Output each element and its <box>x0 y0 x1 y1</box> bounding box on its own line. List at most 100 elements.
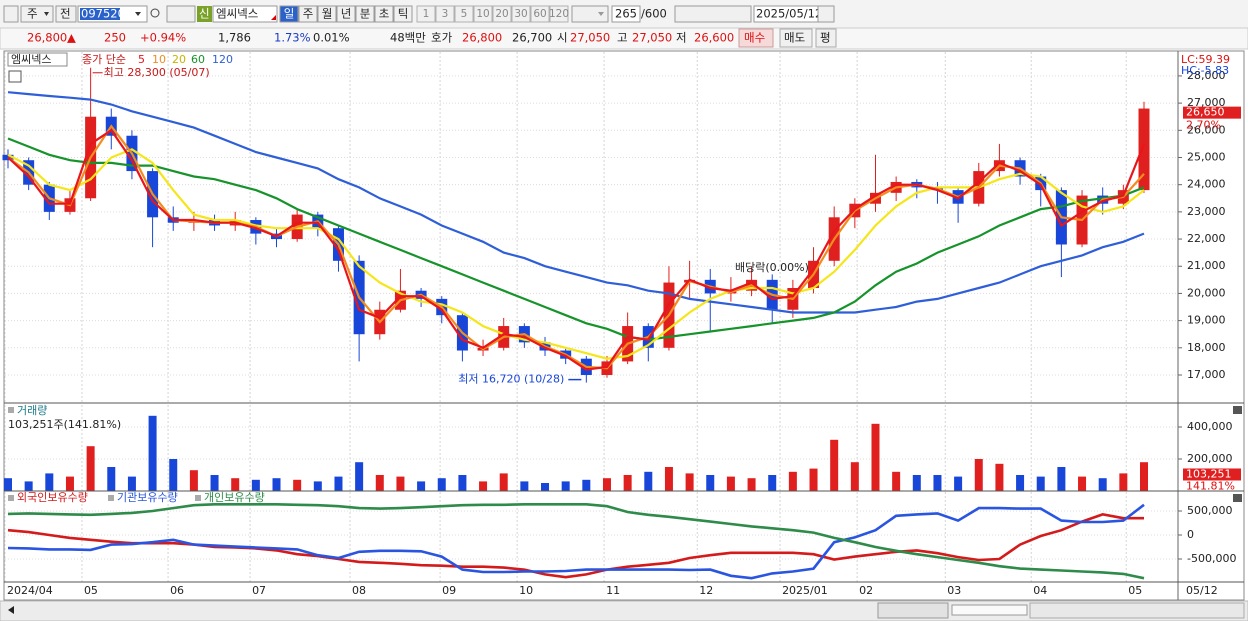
moving-average <box>7 91 1145 314</box>
period[interactable]: 초 <box>379 7 390 21</box>
period[interactable]: 주 <box>303 7 314 21</box>
period-button[interactable] <box>298 5 318 23</box>
tool-icons[interactable] <box>674 5 752 23</box>
x-tick-label: 05 <box>84 584 98 597</box>
interval-button[interactable] <box>530 5 550 23</box>
volume-bar <box>850 462 859 491</box>
buy[interactable]: 매수 <box>744 31 765 45</box>
interval-button[interactable] <box>549 5 569 23</box>
volume-bar <box>355 462 364 491</box>
interval-button[interactable] <box>511 5 531 23</box>
interval[interactable]: 5 <box>461 8 468 20</box>
sell[interactable]: 매도 <box>784 31 805 45</box>
y-tick-label: 28,000 <box>1187 69 1226 82</box>
interval[interactable]: 120 <box>549 8 569 20</box>
interval-button[interactable] <box>435 5 455 23</box>
y-tick-label: 0 <box>1187 528 1194 541</box>
period-button[interactable] <box>393 5 413 23</box>
volume-bar <box>272 478 281 491</box>
legend-entry: 기관보유수량 <box>117 491 178 504</box>
prev[interactable]: 전 <box>60 7 71 21</box>
volume-bar <box>4 478 12 491</box>
period-button[interactable] <box>279 5 299 23</box>
y-tick-label: -500,000 <box>1187 552 1236 565</box>
x-tick-label: 03 <box>947 584 961 597</box>
interval[interactable]: 10 <box>476 8 489 20</box>
x-tick-label: 06 <box>170 584 184 597</box>
table-icon[interactable] <box>8 70 22 83</box>
volume-bar <box>1140 462 1148 491</box>
avg[interactable]: 평 <box>820 31 831 45</box>
sell-button[interactable] <box>779 28 813 48</box>
market[interactable]: 주 <box>27 7 38 21</box>
count-box[interactable] <box>611 5 641 23</box>
period[interactable]: 월 <box>322 7 333 21</box>
period-button[interactable] <box>374 5 394 23</box>
interval[interactable]: 3 <box>442 8 449 20</box>
interval[interactable]: 60 <box>533 8 546 20</box>
bid: 26,700 <box>512 31 552 45</box>
buy-button[interactable] <box>738 28 774 48</box>
stock-name: 엠씨넥스 <box>216 7 258 21</box>
market-box[interactable] <box>20 5 54 23</box>
sound-icon[interactable] <box>166 5 196 23</box>
close-panel[interactable] <box>1233 406 1242 414</box>
event-label: 배당락(0.00%) <box>735 261 809 274</box>
date[interactable]: 2025/05/12 <box>756 7 822 21</box>
period[interactable]: 틱 <box>398 7 409 21</box>
zoom-slider[interactable] <box>951 604 1028 616</box>
empty-select[interactable] <box>571 5 609 23</box>
search-icon[interactable] <box>150 8 160 18</box>
period[interactable]: 일 <box>284 7 295 21</box>
volume-bar <box>24 481 33 491</box>
period[interactable]: 년 <box>341 7 352 21</box>
date-dropdown[interactable] <box>817 5 835 23</box>
volume-bar <box>375 475 384 491</box>
tool-buttons[interactable] <box>1029 602 1245 619</box>
code[interactable]: 097520 <box>81 7 125 21</box>
legend-entry: 5 <box>138 53 145 66</box>
playback-controls[interactable] <box>877 602 949 619</box>
low: 26,600 <box>694 31 734 45</box>
legend-entry: 외국인보유수량 <box>17 491 88 504</box>
volume-bar <box>541 483 550 491</box>
bid-ask-label: 호가 <box>431 31 453 45</box>
y-tick-label: 24,000 <box>1187 178 1226 191</box>
y-tick-label: 26,000 <box>1187 123 1226 136</box>
x-current-label: 05/12 <box>1186 584 1218 597</box>
volume-bar <box>210 475 219 491</box>
interval-button[interactable] <box>416 5 436 23</box>
x-tick-label: 02 <box>859 584 873 597</box>
name-box[interactable] <box>212 5 278 23</box>
volume-subtitle: 103,251주(141.81%) <box>8 418 121 431</box>
period-button[interactable] <box>355 5 375 23</box>
count[interactable]: 265 <box>615 7 637 21</box>
menu-icon[interactable] <box>3 5 19 23</box>
volume-bar <box>892 471 901 491</box>
y-tick-label: 19,000 <box>1187 314 1226 327</box>
volume-bar <box>417 481 426 491</box>
close-panel[interactable] <box>1233 494 1242 502</box>
interval-button[interactable] <box>492 5 512 23</box>
interval-button[interactable] <box>454 5 474 23</box>
volume: 1,786 <box>218 31 251 45</box>
volume-bar <box>45 473 54 491</box>
volume-title: 거래량 <box>17 404 47 417</box>
x-tick-label: 08 <box>352 584 366 597</box>
interval[interactable]: 20 <box>495 8 508 20</box>
interval[interactable]: 1 <box>423 8 430 20</box>
prev-box[interactable] <box>55 5 77 23</box>
turnover: 1.73% <box>274 31 311 45</box>
low-label: 저 <box>676 31 687 45</box>
volume-bar <box>189 470 198 491</box>
period-button[interactable] <box>317 5 337 23</box>
interval[interactable]: 30 <box>514 8 527 20</box>
avg-button[interactable] <box>815 28 837 48</box>
volume-bar <box>602 478 611 491</box>
period-button[interactable] <box>336 5 356 23</box>
scroll-left[interactable] <box>8 606 14 614</box>
period[interactable]: 분 <box>360 7 371 21</box>
interval-button[interactable] <box>473 5 493 23</box>
dropdown-arrow <box>135 12 141 16</box>
